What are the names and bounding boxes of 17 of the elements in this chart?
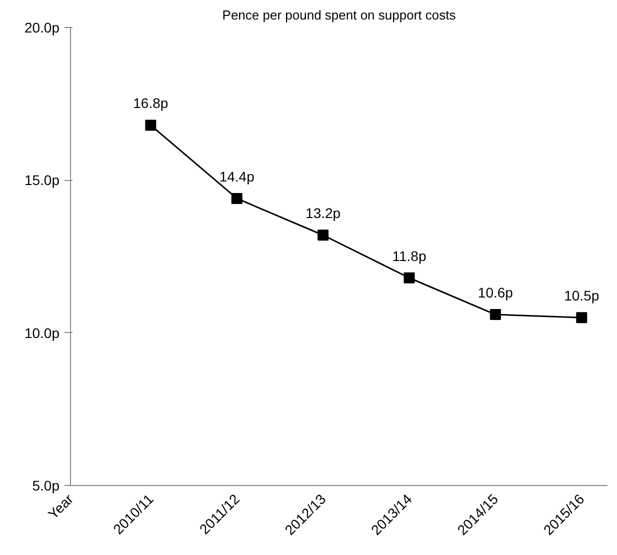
point xyxy=(318,230,329,241)
point xyxy=(231,192,242,204)
point xyxy=(490,309,501,320)
data-label: 13.2p xyxy=(306,205,341,222)
data-label: 16.8p xyxy=(133,95,168,112)
y-tick-label: 5.0p xyxy=(32,478,60,494)
data-label: 10.5p xyxy=(564,288,600,304)
point xyxy=(404,272,415,284)
point xyxy=(145,120,156,131)
chart-title: Pence per pound spent on support costs xyxy=(222,8,456,22)
data-label: 11.8p xyxy=(392,248,426,264)
data-label: 14.4p xyxy=(219,168,255,184)
y-tick-label: 15.0p xyxy=(24,172,60,188)
y-tick-label: 10.0p xyxy=(24,324,60,341)
point xyxy=(576,312,588,324)
data-label: 10.6p xyxy=(478,284,514,301)
y-tick-label: 20.0p xyxy=(24,20,60,36)
